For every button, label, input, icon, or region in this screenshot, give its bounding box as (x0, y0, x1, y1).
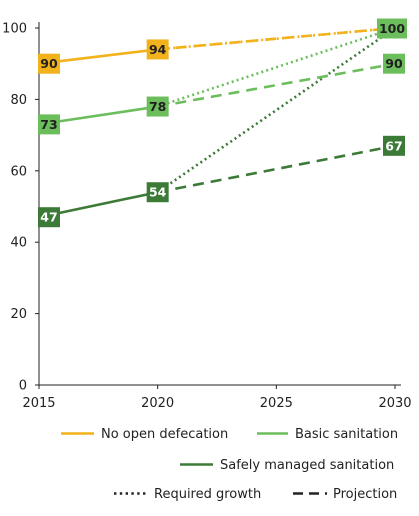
x-tick-label: 2030 (378, 396, 411, 411)
legend-label-required-growth: Required growth (154, 487, 261, 502)
no_open-label-2015-box (38, 53, 60, 74)
y-tick-label: 20 (10, 307, 27, 322)
y-tick-label: 80 (10, 93, 27, 108)
basic-label-2015: 73 (38, 114, 60, 135)
x-tick-label: 2025 (260, 396, 293, 411)
safely-label-2020-box (146, 182, 169, 203)
legend-label-0: No open defecation (101, 427, 228, 442)
y-tick-label: 100 (2, 22, 27, 37)
safely-label-2015-text: 47 (40, 210, 57, 225)
basic-label-2030-box (383, 53, 405, 74)
required-growth-lines (156, 26, 396, 194)
no_open-label-2020: 94 (146, 39, 169, 60)
basic-projection-line (157, 62, 396, 108)
safely-label-2020: 54 (146, 182, 169, 203)
safely-label-2030-box (383, 135, 405, 156)
no_open-label-2020-text: 94 (149, 42, 167, 57)
x-tick-label: 2015 (22, 396, 55, 411)
projection-lines (157, 26, 396, 194)
no_open-label-2015: 90 (38, 53, 60, 74)
safely-label-2030: 67 (383, 135, 405, 156)
basic-label-2015-box (38, 114, 60, 135)
basic-label-2020: 78 (146, 96, 169, 117)
no_open-projection-line (157, 26, 396, 51)
safely-label-2030-text: 67 (385, 138, 402, 153)
no_open-label-2015-text: 90 (40, 56, 58, 71)
basic-label-2020-text: 78 (149, 99, 166, 114)
legend-label-1: Basic sanitation (295, 427, 398, 442)
axes: 0 20 40 60 80 100 2015 2020 2025 2030 (2, 22, 411, 412)
data-labels: 90 94 73 78 90 47 54 67 100 (38, 18, 407, 228)
basic-label-2020-box (146, 96, 169, 117)
y-tick-label: 60 (10, 164, 27, 179)
target-label-2030-text: 100 (379, 21, 405, 36)
safely-required-growth-line (156, 26, 396, 194)
safely-label-2020-text: 54 (149, 185, 167, 200)
safely-projection-line (157, 144, 396, 194)
target-label-2030-box (377, 18, 407, 39)
y-tick-label: 0 (19, 379, 27, 394)
target-label-2030: 100 (377, 18, 407, 39)
y-tick-label: 40 (10, 236, 27, 251)
legend-label-2: Safely managed sanitation (220, 458, 394, 473)
safely-label-2015-box (38, 207, 60, 228)
basic-label-2030-text: 90 (385, 56, 403, 71)
legend: No open defecation Basic sanitation Safely… (61, 427, 398, 502)
x-tick-label: 2020 (141, 396, 174, 411)
basic-required-growth-line (157, 26, 396, 108)
safely-label-2015: 47 (38, 207, 60, 228)
no_open-label-2020-box (146, 39, 169, 60)
basic-label-2030: 90 (383, 53, 405, 74)
legend-label-projection: Projection (333, 487, 397, 502)
basic-label-2015-text: 73 (40, 117, 57, 132)
